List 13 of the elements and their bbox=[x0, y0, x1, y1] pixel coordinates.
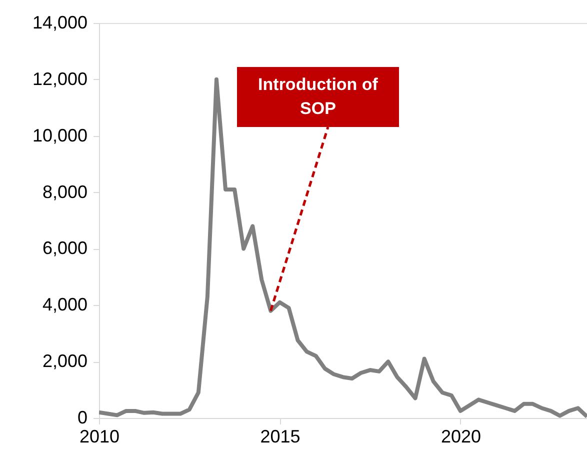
y-tick-label: 12,000 bbox=[32, 68, 88, 89]
y-tick-label: 6,000 bbox=[42, 238, 88, 258]
x-tick-label: 2010 bbox=[79, 426, 120, 446]
annotation: Introduction of SOP bbox=[258, 75, 378, 118]
y-tick-label: 0 bbox=[77, 408, 88, 428]
y-tick-label: 14,000 bbox=[32, 12, 88, 32]
y-tick-label: 4,000 bbox=[42, 294, 88, 315]
y-tick-label: 10,000 bbox=[32, 125, 88, 146]
y-tick-label: 2,000 bbox=[42, 351, 88, 372]
line-series bbox=[99, 77, 587, 418]
x-tick-label: 2015 bbox=[260, 426, 300, 446]
x-tick-label: 2020 bbox=[440, 426, 482, 446]
y-tick-label: 8,000 bbox=[42, 182, 88, 202]
